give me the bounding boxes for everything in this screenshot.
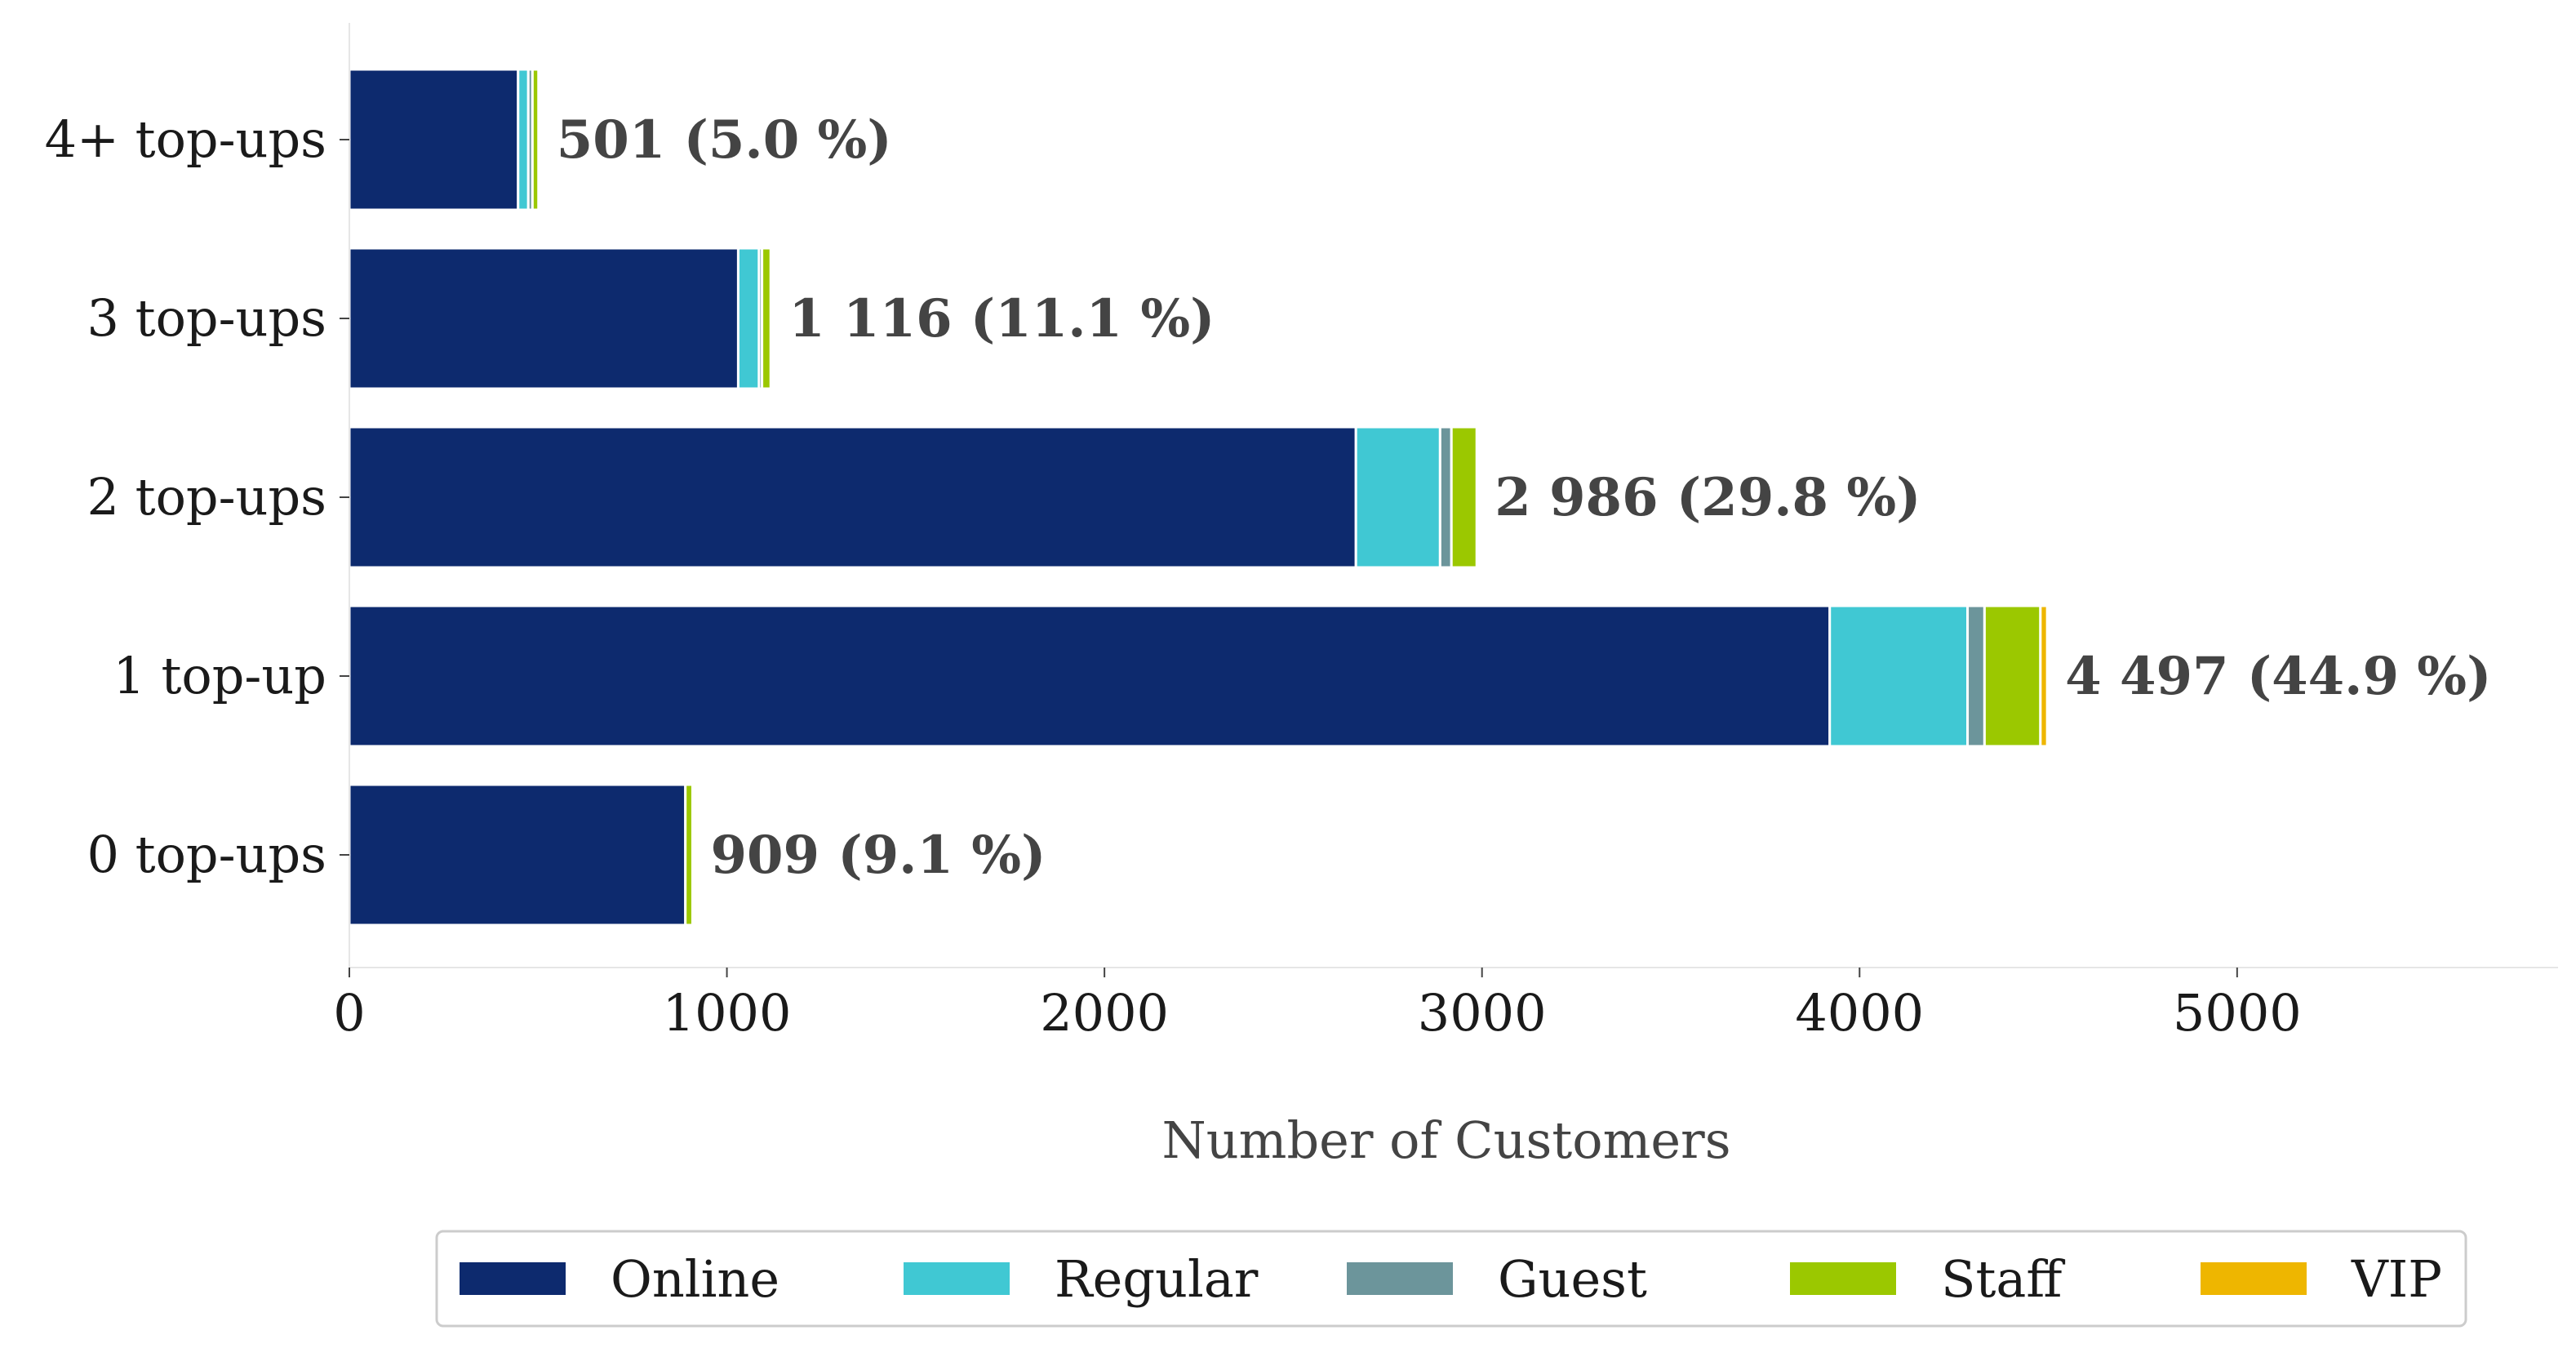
x-tick-label-0: 0	[333, 983, 365, 1043]
bar-segment-staff-3	[1983, 604, 2042, 748]
bar-segment-online-4	[348, 783, 687, 927]
bar-segment-online-2	[348, 425, 1357, 569]
y-tick-label-4: 0 top-ups	[87, 825, 326, 884]
legend-swatch-regular	[904, 1262, 1010, 1295]
bar-segment-regular-0	[517, 68, 530, 211]
bar-segment-staff-0	[531, 68, 540, 211]
legend-label-regular: Regular	[1055, 1249, 1259, 1309]
bar-segment-online-0	[348, 68, 520, 211]
legend-swatch-staff	[1790, 1262, 1896, 1295]
bar-total-label-4: 909 (9.1 %)	[710, 825, 1046, 886]
bar-segment-staff-1	[761, 247, 772, 390]
x-tick-label-1: 1000	[663, 983, 792, 1043]
total-labels-layer: 501 (5.0 %) 1 116 (11.1 %) 2 986 (29.8 %) 4…	[557, 109, 2492, 886]
legend-swatch-vip	[2201, 1262, 2307, 1295]
legend-swatch-guest	[1347, 1262, 1453, 1295]
y-tick-label-1: 3 top-ups	[87, 288, 326, 348]
legend-swatch-online	[460, 1262, 566, 1295]
bar-segment-online-3	[348, 604, 1832, 748]
x-axis-label: Number of Customers	[1161, 1110, 1730, 1170]
bar-total-label-3: 4 497 (44.9 %)	[2065, 646, 2491, 707]
bar-segment-online-1	[348, 247, 739, 390]
bar-segment-staff-4	[684, 783, 694, 927]
bar-segment-staff-2	[1450, 425, 1478, 569]
legend-label-guest: Guest	[1498, 1249, 1647, 1309]
legend-label-vip: VIP	[2351, 1249, 2442, 1309]
bar-segment-vip-3	[2039, 604, 2049, 748]
legend-label-staff: Staff	[1941, 1249, 2065, 1309]
x-tick-label-2: 2000	[1040, 983, 1169, 1043]
y-tick-label-0: 4+ top-ups	[45, 109, 326, 169]
bar-total-label-0: 501 (5.0 %)	[557, 109, 892, 171]
y-tick-label-2: 2 top-ups	[87, 467, 326, 527]
y-tick-label-3: 1 top-up	[113, 646, 326, 705]
bar-total-label-1: 1 116 (11.1 %)	[788, 288, 1215, 349]
x-tick-label-5: 5000	[2173, 983, 2302, 1043]
x-tick-labels: 0 1000 2000 3000 4000 5000	[333, 968, 2302, 1043]
bar-total-label-2: 2 986 (29.8 %)	[1495, 467, 1921, 528]
bar-segment-regular-3	[1828, 604, 1970, 748]
bar-segment-guest-3	[1966, 604, 1986, 748]
bar-segment-guest-2	[1438, 425, 1453, 569]
bar-segment-regular-2	[1354, 425, 1441, 569]
legend-label-online: Online	[611, 1249, 779, 1309]
bars-layer	[348, 68, 2049, 927]
y-tick-labels: 4+ top-ups 3 top-ups 2 top-ups 1 top-up 0 to…	[45, 109, 349, 884]
x-tick-label-4: 4000	[1795, 983, 1924, 1043]
bar-segment-regular-1	[736, 247, 761, 390]
legend: Online Regular Guest Staff VIP	[435, 1230, 2467, 1328]
x-tick-label-3: 3000	[1418, 983, 1547, 1043]
axes-layer	[349, 23, 2558, 968]
